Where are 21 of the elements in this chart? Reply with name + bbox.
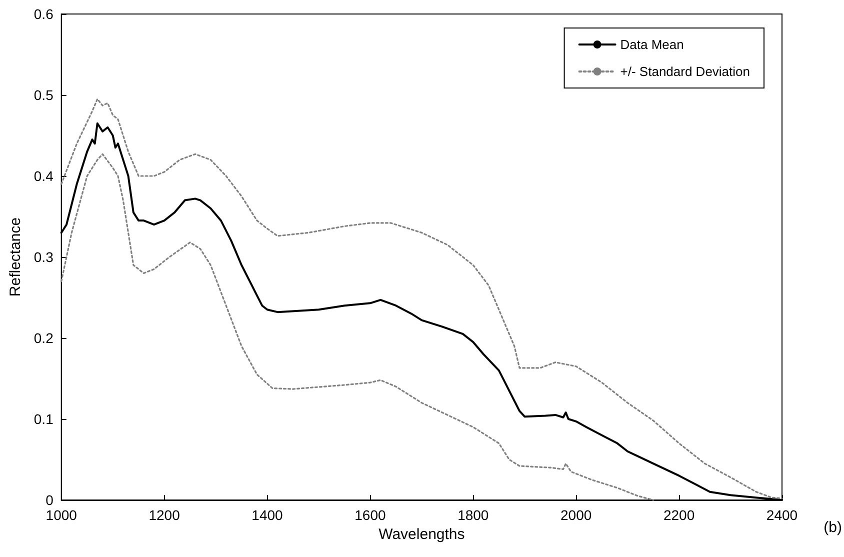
line-series [60, 153, 654, 501]
x-tick-label: 2000 [560, 507, 592, 523]
y-tick-label: 0.6 [34, 6, 54, 22]
x-tick-label: 2400 [766, 507, 798, 523]
x-tick-label: 1400 [252, 507, 284, 523]
x-axis-title: Wavelengths [378, 526, 465, 543]
x-tick-label: 1800 [458, 507, 489, 523]
y-tick-label: 0.5 [34, 87, 54, 103]
legend-label: +/- Standard Deviation [620, 64, 750, 79]
y-tick-label: 0.2 [34, 330, 54, 346]
y-tick-label: 0 [46, 492, 54, 508]
x-tick-label: 1000 [46, 507, 78, 523]
x-tick-label: 2200 [663, 507, 695, 523]
x-tick-label: 1200 [148, 507, 180, 523]
y-tick-label: 0.4 [34, 168, 54, 184]
legend-label: Data Mean [620, 37, 684, 52]
y-axis-title: Reflectance [7, 217, 24, 297]
y-tick-label: 0.1 [34, 411, 54, 427]
y-tick-label: 0.3 [34, 249, 54, 265]
x-tick-label: 1600 [354, 507, 386, 523]
text: (b) [824, 519, 842, 536]
